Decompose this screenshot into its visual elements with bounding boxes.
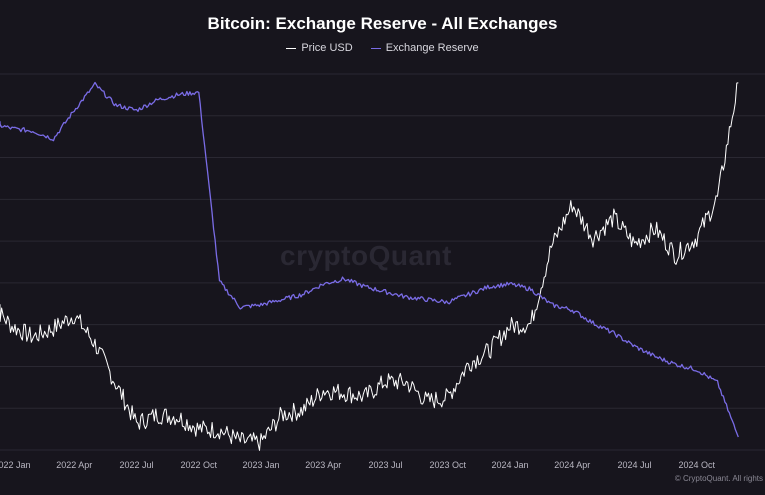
series-line-price (0, 82, 739, 451)
legend: Price USD Exchange Reserve (0, 42, 765, 54)
x-tick-label: 2024 Oct (678, 460, 715, 470)
copyright-text: © CryptoQuant. All rights (674, 474, 763, 483)
legend-label-reserve: Exchange Reserve (385, 42, 479, 54)
grid-lines (0, 73, 765, 451)
x-axis: 2022 Jan 2022 Apr 2022 Jul 2022 Oct 2023 Jan… (0, 460, 716, 470)
legend-label-price: Price USD (301, 42, 353, 54)
x-tick-label: 2023 Apr (305, 460, 341, 470)
x-tick-label: 2023 Jan (242, 460, 279, 470)
series-line-reserve (0, 81, 739, 438)
x-tick-label: 2022 Jul (119, 460, 153, 470)
x-tick-label: 2024 Apr (554, 460, 590, 470)
x-tick-label: 2022 Apr (56, 460, 92, 470)
legend-item-price[interactable]: Price USD (286, 42, 353, 54)
legend-swatch-reserve (370, 47, 381, 49)
x-tick-label: 2024 Jan (491, 460, 528, 470)
x-tick-label: 2023 Jul (368, 460, 402, 470)
legend-item-reserve[interactable]: Exchange Reserve (370, 42, 479, 54)
chart-title: Bitcoin: Exchange Reserve - All Exchange… (207, 14, 558, 33)
x-tick-label: 2023 Oct (429, 460, 466, 470)
x-tick-label: 2022 Oct (180, 460, 217, 470)
series-layer (0, 81, 739, 451)
x-tick-label: 2024 Jul (617, 460, 651, 470)
watermark: cryptoQuant (280, 240, 452, 271)
legend-swatch-price (286, 47, 297, 49)
x-tick-label: 2022 Jan (0, 460, 31, 470)
